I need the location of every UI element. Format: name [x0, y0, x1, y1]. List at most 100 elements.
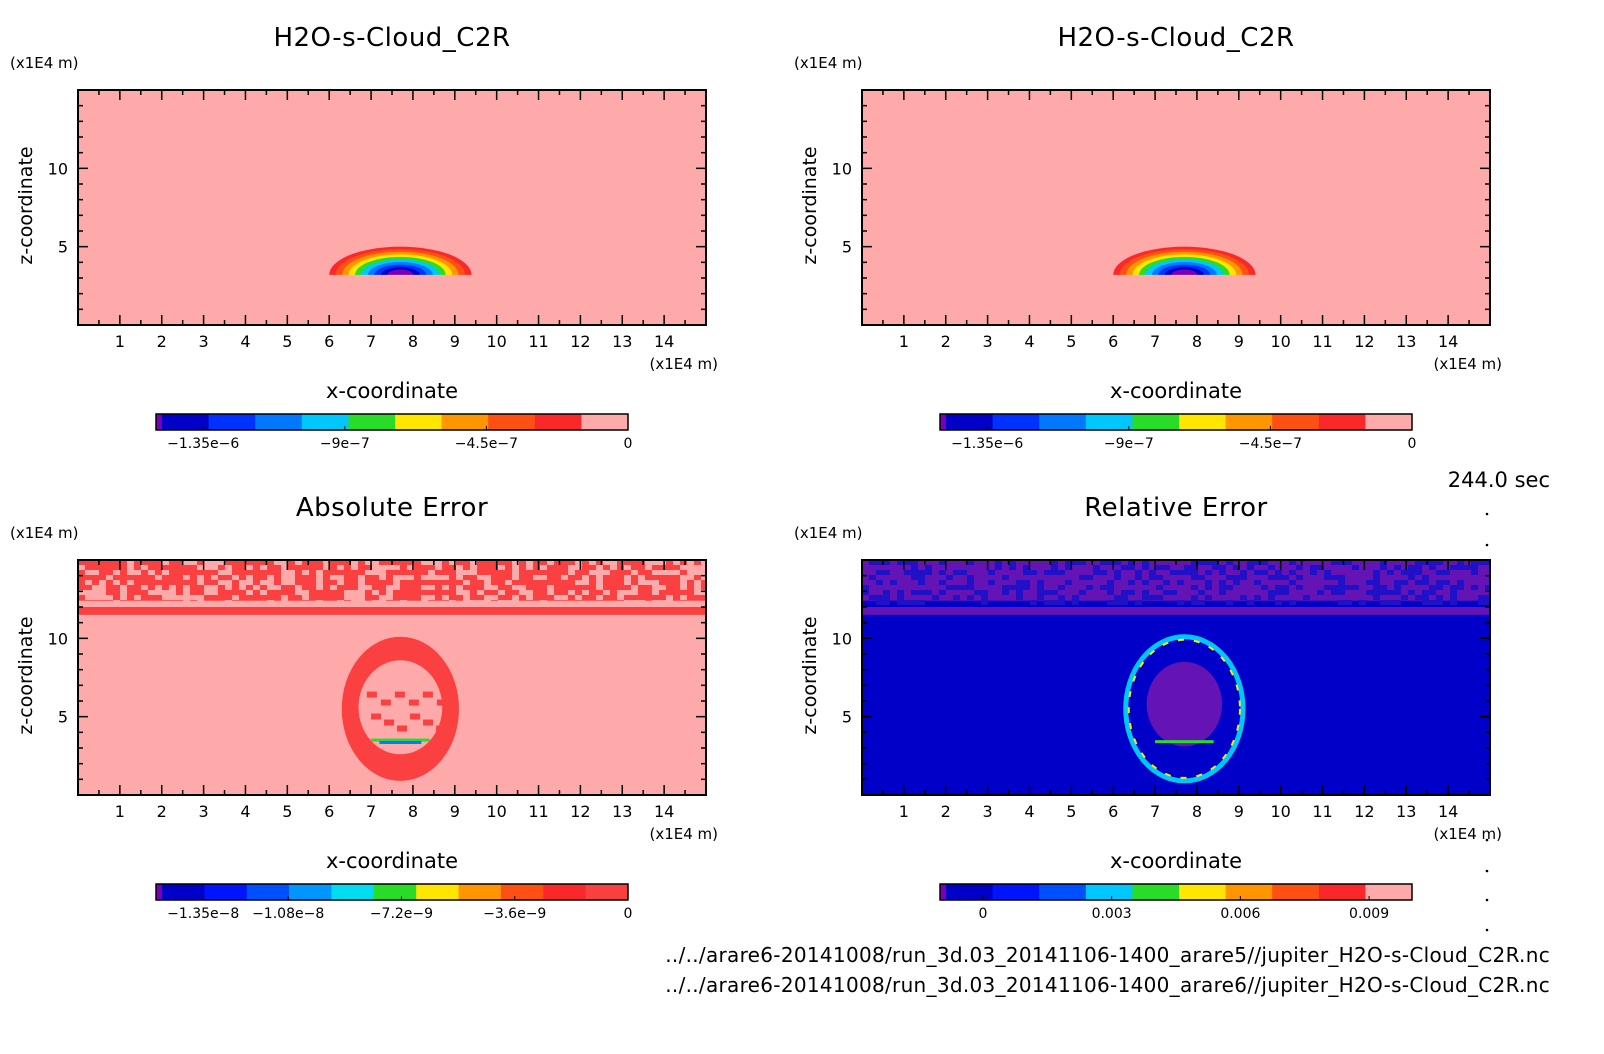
noise-cell	[1485, 560, 1490, 565]
noise-cell	[1401, 595, 1408, 600]
colorbar-swatch	[458, 884, 502, 900]
error-blob-cell	[436, 725, 447, 732]
noise-cell	[512, 565, 519, 570]
noise-cell	[687, 560, 694, 565]
noise-cell	[673, 560, 680, 565]
noise-cell	[372, 570, 379, 575]
noise-cell	[960, 570, 967, 575]
noise-cell	[617, 595, 624, 600]
noise-cell	[981, 600, 988, 605]
noise-cell	[519, 590, 526, 595]
y-tick-label: 10	[832, 159, 852, 178]
x-tick-label: 2	[157, 332, 167, 351]
noise-cell	[680, 595, 687, 600]
noise-cell	[911, 590, 918, 595]
noise-cell	[78, 590, 85, 595]
colorbar-frame	[155, 413, 629, 431]
noise-cell	[1247, 600, 1254, 605]
noise-cell	[1233, 575, 1240, 580]
noise-cell	[1184, 565, 1191, 570]
noise-cell	[680, 585, 687, 590]
noise-cell	[1331, 560, 1338, 565]
noise-cell	[568, 570, 575, 575]
noise-cell	[141, 585, 148, 590]
noise-cell	[281, 595, 288, 600]
noise-cell	[1079, 575, 1086, 580]
noise-cell	[1366, 580, 1373, 585]
noise-cell	[694, 585, 701, 590]
noise-cell	[211, 585, 218, 590]
noise-cell	[211, 560, 218, 565]
error-blob-cell	[408, 699, 419, 706]
x-tick-label: 5	[282, 802, 292, 821]
x-tick-label: 12	[1354, 332, 1374, 351]
noise-cell	[1373, 585, 1380, 590]
noise-cell	[134, 595, 141, 600]
noise-cell	[1065, 565, 1072, 570]
noise-cell	[1072, 560, 1079, 565]
noise-cell	[246, 580, 253, 585]
noise-cell	[540, 600, 547, 605]
colorbar-swatch	[1272, 884, 1320, 900]
noise-cell	[1310, 565, 1317, 570]
error-blob-cell	[366, 691, 377, 698]
noise-cell	[1338, 585, 1345, 590]
noise-cell	[1331, 585, 1338, 590]
noise-cell	[351, 565, 358, 570]
x-tick-label: 6	[324, 332, 334, 351]
noise-cell	[456, 575, 463, 580]
noise-cell	[113, 580, 120, 585]
noise-cell	[568, 565, 575, 570]
noise-cell	[281, 600, 288, 605]
panel-4: Relative Error(x1E4 m)1 2 3 4 5 6 7 8 9 10 11 12 13 1…	[794, 493, 1502, 922]
x-tick-label: 4	[240, 332, 250, 351]
noise-cell	[883, 560, 890, 565]
noise-cell	[316, 585, 323, 590]
colorbar-swatch	[946, 414, 994, 430]
noise-cell	[1163, 565, 1170, 570]
x-tick-label: 9	[1234, 332, 1244, 351]
noise-cell	[1149, 570, 1156, 575]
noise-cell	[288, 575, 295, 580]
noise-cell	[323, 560, 330, 565]
noise-cell	[1387, 600, 1394, 605]
noise-cell	[596, 585, 603, 590]
colorbar-tick-label: 0	[1408, 436, 1417, 452]
noise-cell	[358, 575, 365, 580]
noise-cell	[1429, 560, 1436, 565]
panel-2: H2O-s-Cloud_C2R(x1E4 m)1 2 3 4 5 6 7 8 9 10 11 12 13…	[794, 23, 1502, 452]
colorbar-swatch	[208, 414, 256, 430]
noise-cell	[85, 590, 92, 595]
noise-cell	[428, 570, 435, 575]
colorbar-swatch	[1039, 414, 1087, 430]
error-edge	[379, 740, 422, 744]
noise-cell	[1009, 565, 1016, 570]
noise-cell	[260, 565, 267, 570]
noise-cell	[197, 565, 204, 570]
noise-cell	[939, 560, 946, 565]
noise-cell	[421, 600, 428, 605]
noise-cell	[281, 560, 288, 565]
noise-cell	[428, 585, 435, 590]
noise-cell	[1142, 565, 1149, 570]
y-scale-label: (x1E4 m)	[794, 524, 863, 542]
noise-cell	[1345, 600, 1352, 605]
noise-cell	[456, 565, 463, 570]
noise-cell	[1345, 560, 1352, 565]
noise-cell	[498, 565, 505, 570]
noise-cell	[666, 595, 673, 600]
noise-cell	[1240, 575, 1247, 580]
noise-cell	[1289, 560, 1296, 565]
noise-cell	[953, 595, 960, 600]
noise-cell	[862, 590, 869, 595]
noise-cell	[155, 590, 162, 595]
noise-cell	[967, 585, 974, 590]
noise-cell	[1471, 570, 1478, 575]
colorbar-swatch	[1225, 414, 1273, 430]
y-axis-title: z-coordinate	[799, 616, 821, 734]
x-tick-label: 11	[528, 332, 548, 351]
noise-cell	[1114, 600, 1121, 605]
noise-cell	[379, 575, 386, 580]
noise-cell	[911, 570, 918, 575]
